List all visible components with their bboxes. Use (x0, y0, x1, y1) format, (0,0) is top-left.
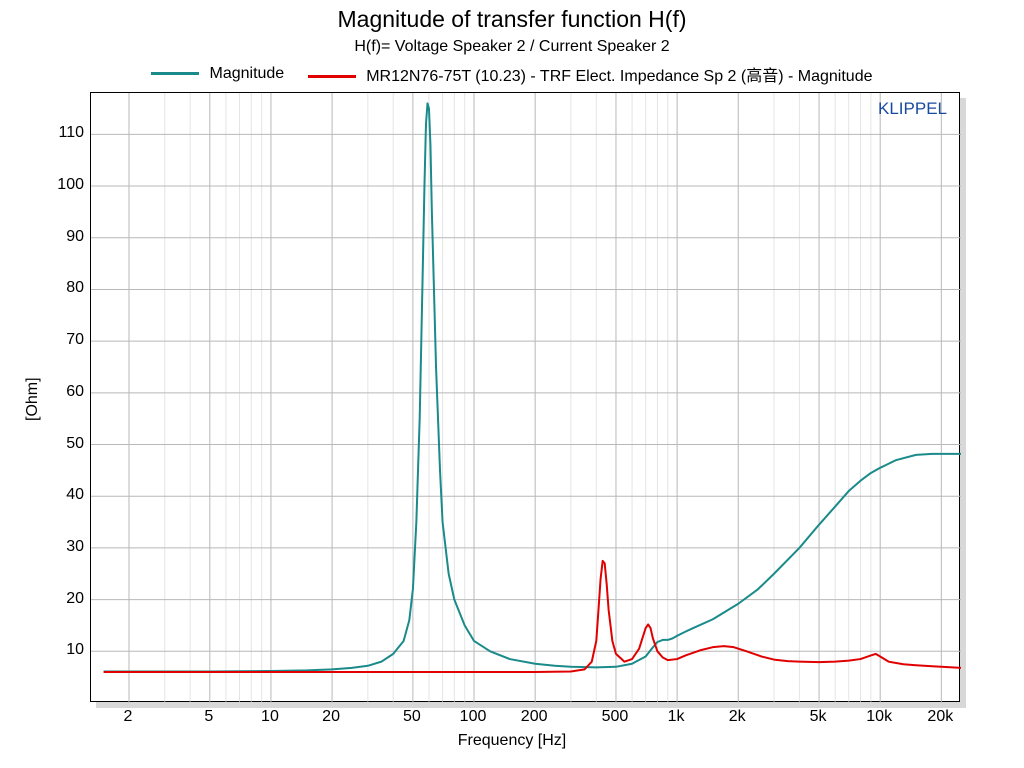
plot-area: KLIPPEL (90, 92, 960, 702)
x-tick-label: 1k (668, 708, 685, 726)
y-tick-label: 10 (50, 641, 84, 659)
x-tick-label: 500 (602, 708, 629, 726)
chart-subtitle: H(f)= Voltage Speaker 2 / Current Speake… (0, 38, 1024, 56)
y-tick-label: 60 (50, 383, 84, 401)
series-mr12n76 (104, 561, 961, 672)
y-tick-label: 20 (50, 590, 84, 608)
x-tick-label: 2k (729, 708, 746, 726)
x-axis-label: Frequency [Hz] (0, 732, 1024, 750)
y-tick-label: 80 (50, 279, 84, 297)
y-tick-label: 90 (50, 228, 84, 246)
legend-swatch (308, 75, 356, 78)
x-tick-label: 10 (261, 708, 279, 726)
y-tick-label: 70 (50, 331, 84, 349)
legend-swatch (151, 72, 199, 75)
y-axis-label: [Ohm] (24, 377, 42, 421)
x-tick-label: 5 (204, 708, 213, 726)
x-tick-label: 5k (810, 708, 827, 726)
x-tick-label: 20 (322, 708, 340, 726)
y-tick-label: 100 (50, 176, 84, 194)
y-tick-label: 40 (50, 486, 84, 504)
x-tick-label: 50 (403, 708, 421, 726)
x-tick-label: 100 (460, 708, 487, 726)
y-tick-label: 50 (50, 435, 84, 453)
legend-label: Magnitude (209, 65, 284, 82)
chart-container: Magnitude of transfer function H(f) H(f)… (0, 0, 1024, 768)
plot-svg (91, 93, 961, 703)
y-tick-label: 110 (50, 124, 84, 142)
x-tick-label: 10k (866, 708, 892, 726)
x-tick-label: 2 (124, 708, 133, 726)
y-tick-label: 30 (50, 538, 84, 556)
legend: Magnitude MR12N76-75T (10.23) - TRF Elect… (0, 62, 1024, 86)
legend-label: MR12N76-75T (10.23) - TRF Elect. Impedan… (366, 68, 872, 85)
series-magnitude (104, 103, 961, 671)
brand-watermark: KLIPPEL (878, 99, 947, 119)
legend-item: Magnitude (151, 65, 284, 83)
x-tick-label: 200 (521, 708, 548, 726)
x-tick-label: 20k (927, 708, 953, 726)
chart-title: Magnitude of transfer function H(f) (0, 6, 1024, 33)
legend-item: MR12N76-75T (10.23) - TRF Elect. Impedan… (308, 62, 872, 86)
